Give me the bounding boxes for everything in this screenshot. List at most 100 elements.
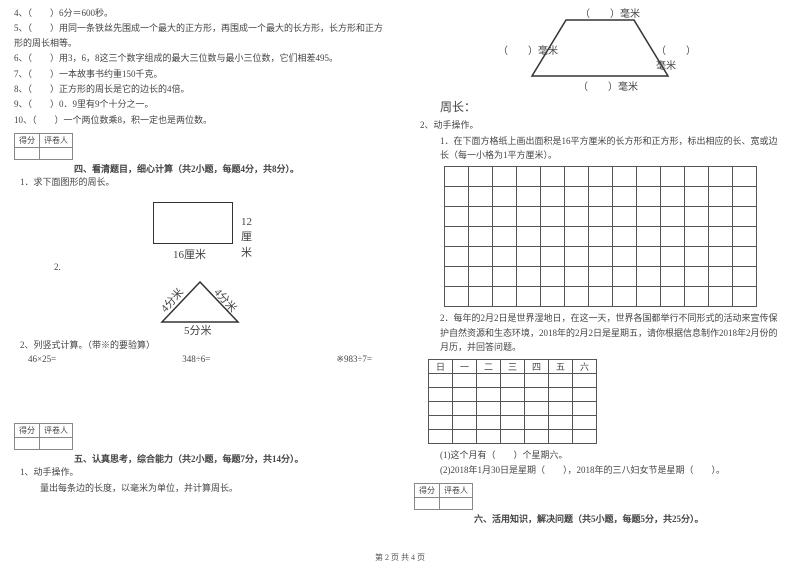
grid-cell: [708, 207, 732, 227]
grid-cell: [540, 187, 564, 207]
cal-cell: [549, 387, 573, 401]
grid-cell: [684, 267, 708, 287]
grid-cell: [612, 167, 636, 187]
calc-b: 348÷6=: [182, 354, 210, 365]
grid-cell: [732, 187, 756, 207]
right-column: （ ）毫米 （ ）毫米 （ ）毫米 （ ）毫米 周长： 2、动手操作。 1．在下…: [400, 0, 800, 545]
grid-cell: [636, 247, 660, 267]
grid-cell: [588, 247, 612, 267]
grid-cell: [708, 267, 732, 287]
s4-q1: 1．求下面图形的周长。: [20, 175, 386, 189]
grid-cell: [612, 187, 636, 207]
cal-cell: [477, 373, 501, 387]
score-h1: 得分: [415, 484, 440, 498]
grid-cell: [444, 167, 468, 187]
grid-cell: [588, 227, 612, 247]
s5-q1-desc: 量出每条边的长度，以毫米为单位，并计算周长。: [40, 481, 386, 495]
cal-cell: [573, 415, 597, 429]
grid-cell: [468, 267, 492, 287]
cal-cell: [525, 373, 549, 387]
cal-cell: [429, 387, 453, 401]
grid-cell: [588, 187, 612, 207]
grid-cell: [708, 287, 732, 307]
cal-cell: [525, 387, 549, 401]
calc-c: ※983÷7=: [336, 354, 372, 365]
grid-cell: [588, 267, 612, 287]
grid-paper: [444, 166, 757, 307]
s4-q1-2: 2.: [54, 260, 386, 274]
rect-label-right: 12厘米: [241, 216, 255, 260]
grid-cell: [468, 207, 492, 227]
score-cell: [40, 438, 73, 450]
q4: 4、（ ）6分＝600秒。: [14, 6, 386, 20]
grid-cell: [564, 287, 588, 307]
grid-cell: [732, 167, 756, 187]
trap-bottom: （ ）毫米: [578, 78, 638, 93]
cal-cell: [429, 429, 453, 443]
cal-cell: [453, 415, 477, 429]
grid-cell: [636, 267, 660, 287]
score-box-sec6: 得分评卷人: [414, 483, 786, 510]
cal-cell: [525, 401, 549, 415]
grid-cell: [612, 227, 636, 247]
grid-cell: [468, 287, 492, 307]
blank-space: [14, 367, 386, 417]
score-cell: [15, 148, 40, 160]
s4-q2: 2、列竖式计算。（带※的要验算）: [20, 338, 386, 352]
grid-cell: [684, 187, 708, 207]
calc-row: 46×25= 348÷6= ※983÷7=: [28, 354, 372, 365]
grid-cell: [444, 267, 468, 287]
grid-cell: [732, 227, 756, 247]
cal-header: 四: [525, 359, 549, 373]
score-table: 得分评卷人: [414, 483, 473, 510]
grid-cell: [660, 267, 684, 287]
cal-cell: [525, 415, 549, 429]
cal-cell: [477, 387, 501, 401]
rect-label-bottom: 16厘米: [173, 246, 206, 262]
s5-q2-2a: (1)这个月有（ ）个星期六。: [440, 448, 786, 462]
s5-q2-2: 2．每年的2月2日是世界湿地日，在这一天，世界各国都举行不同形式的活动来宣传保护…: [440, 311, 786, 354]
score-box-sec4: 得分评卷人: [14, 133, 386, 160]
grid-cell: [684, 167, 708, 187]
grid-cell: [564, 227, 588, 247]
grid-cell: [444, 187, 468, 207]
grid-cell: [564, 187, 588, 207]
grid-cell: [444, 207, 468, 227]
cal-cell: [573, 387, 597, 401]
grid-cell: [588, 167, 612, 187]
grid-cell: [540, 207, 564, 227]
cal-cell: [549, 373, 573, 387]
grid-cell: [468, 187, 492, 207]
grid-cell: [684, 287, 708, 307]
score-cell: [440, 498, 473, 510]
grid-cell: [660, 167, 684, 187]
grid-cell: [732, 287, 756, 307]
cal-cell: [549, 401, 573, 415]
grid-cell: [492, 167, 516, 187]
grid-cell: [660, 187, 684, 207]
s5-q2-2b: (2)2018年1月30日是星期（ ），2018年的三八妇女节是星期（ ）。: [440, 463, 786, 477]
grid-cell: [612, 287, 636, 307]
grid-cell: [516, 207, 540, 227]
cal-cell: [573, 429, 597, 443]
cal-cell: [453, 401, 477, 415]
grid-cell: [636, 227, 660, 247]
q9: 9、（ ）0．9里有9个十分之一。: [14, 97, 386, 111]
page-footer: 第 2 页 共 4 页: [0, 552, 800, 563]
grid-cell: [516, 287, 540, 307]
cal-cell: [429, 415, 453, 429]
q5: 5、（ ）用同一条铁丝先围成一个最大的正方形，再围成一个最大的长方形，长方形和正…: [14, 21, 386, 50]
grid-cell: [492, 287, 516, 307]
grid-cell: [636, 287, 660, 307]
grid-cell: [492, 247, 516, 267]
score-h2: 评卷人: [440, 484, 473, 498]
grid-cell: [660, 227, 684, 247]
trap-left: （ ）毫米: [498, 42, 558, 57]
cal-cell: [573, 373, 597, 387]
s5-q1: 1、动手操作。: [20, 465, 386, 479]
left-column: 4、（ ）6分＝600秒。 5、（ ）用同一条铁丝先围成一个最大的正方形，再围成…: [0, 0, 400, 545]
cal-header: 二: [477, 359, 501, 373]
grid-cell: [468, 227, 492, 247]
s5-q2: 2、动手操作。: [420, 118, 786, 132]
perimeter-label: 周长：: [440, 98, 786, 117]
